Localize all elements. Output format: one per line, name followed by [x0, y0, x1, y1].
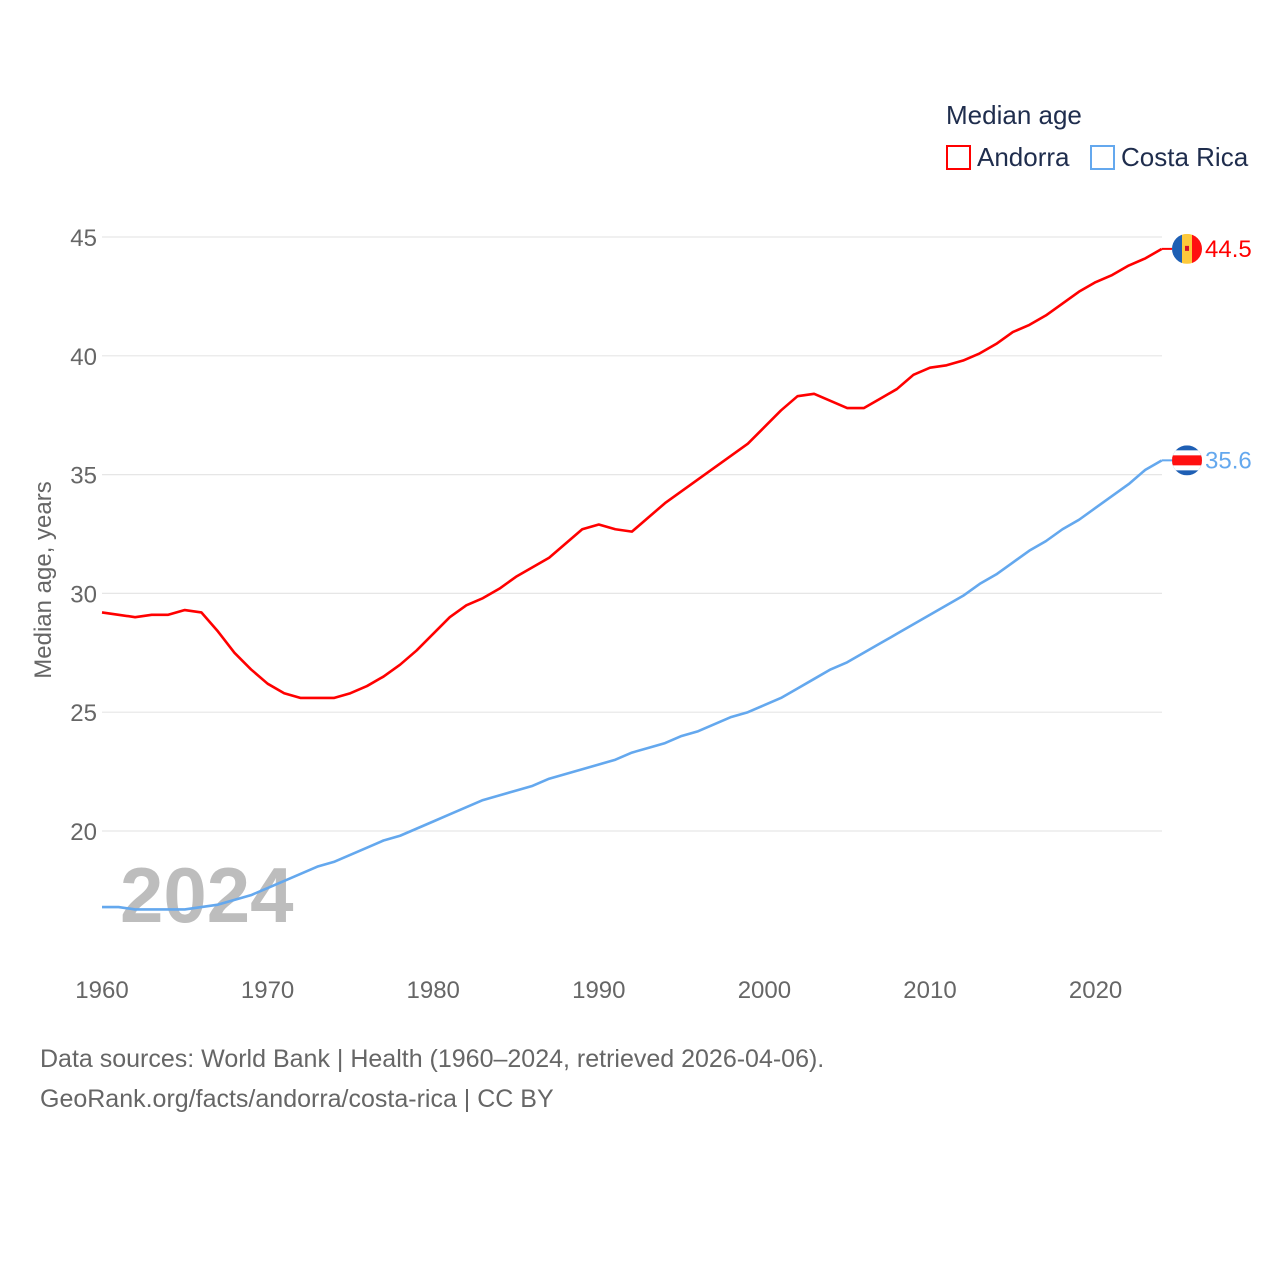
series-line-andorra: [101, 247, 1163, 700]
end-value-label: 44.5: [1205, 236, 1252, 263]
legend: Median age Andorra Costa Rica: [946, 100, 1249, 172]
x-tick-label: 1980: [407, 977, 460, 1004]
y-tick-label: 25: [70, 700, 97, 727]
legend-swatch-andorra: [946, 145, 971, 170]
y-tick-label: 45: [70, 225, 97, 252]
x-tick-label: 1970: [241, 977, 294, 1004]
legend-label-andorra: Andorra: [977, 142, 1070, 172]
costa-rica-flag-icon: [1172, 445, 1202, 476]
legend-title: Median age: [946, 100, 1082, 130]
footer-url: GeoRank.org/facts/andorra/costa-rica | C…: [40, 1085, 554, 1113]
x-tick-label: 1990: [572, 977, 625, 1004]
y-tick-label: 30: [70, 581, 97, 608]
x-tick-label: 2020: [1069, 977, 1122, 1004]
y-tick-label: 35: [70, 463, 97, 490]
y-tick-label: 20: [70, 819, 97, 846]
grid: [102, 236, 1162, 832]
series-line-costa-rica: [102, 459, 1163, 911]
legend-label-costa-rica: Costa Rica: [1121, 142, 1249, 172]
y-tick-label: 40: [70, 344, 97, 371]
year-watermark: 2024: [120, 851, 294, 939]
x-axis: 1960 1970 1980 1990 2000 2010 2020: [75, 977, 1122, 1004]
x-tick-label: 2000: [738, 977, 791, 1004]
andorra-flag-icon: [1172, 233, 1202, 264]
end-value-label: 35.6: [1205, 447, 1252, 474]
legend-swatch-costa-rica: [1090, 145, 1115, 170]
x-tick-label: 1960: [75, 977, 128, 1004]
x-tick-label: 2010: [903, 977, 956, 1004]
footer-source: Data sources: World Bank | Health (1960–…: [40, 1045, 825, 1073]
y-axis-label: Median age, years: [30, 481, 57, 678]
y-axis: 20 25 30 35 40 45: [70, 225, 97, 846]
